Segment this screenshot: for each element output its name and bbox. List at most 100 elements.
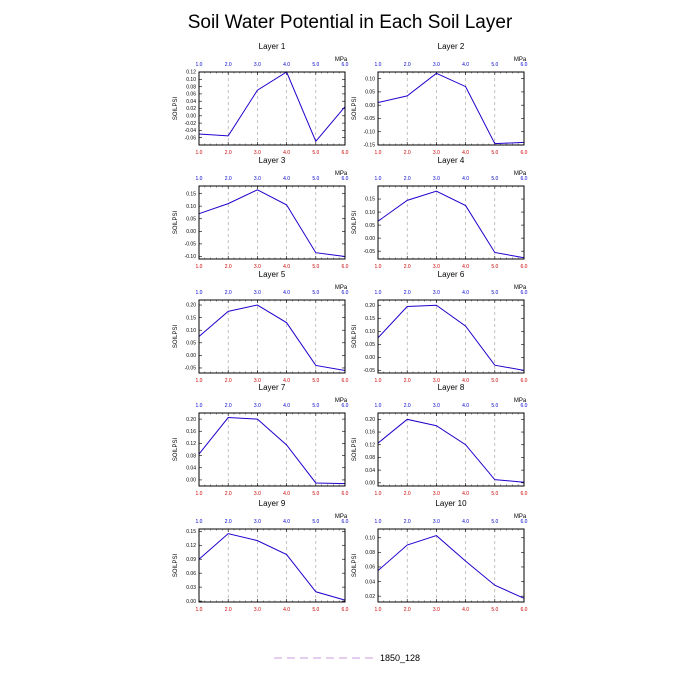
x-tick-label-top: 2.0 <box>404 176 411 182</box>
x-tick-label-top: 2.0 <box>404 403 411 409</box>
x-tick-label: 3.0 <box>433 607 440 613</box>
panel-title: Layer 3 <box>259 156 286 165</box>
plot-frame <box>377 412 525 487</box>
y-axis-label: SOILPSI <box>173 437 179 461</box>
panel-layer-6: Layer 6 MPa 1.0 1.0 2.0 2.0 3.0 3.0 4.0 4.0 5.0 5.0… <box>352 270 528 384</box>
panel-layer-8: Layer 8 MPa 1.0 1.0 2.0 2.0 3.0 3.0 4.0 4.0 5.0 5.0… <box>352 383 528 497</box>
x-tick-label: 3.0 <box>433 264 440 270</box>
x-tick-label: 2.0 <box>225 491 232 497</box>
panel-layer-10: Layer 10 MPa 1.0 1.0 2.0 2.0 3.0 3.0 4.0 4.0 5.0 5.… <box>352 499 528 613</box>
plot-frame <box>198 185 346 260</box>
x-tick-label: 5.0 <box>312 264 319 270</box>
x-tick-label-top: 5.0 <box>491 403 498 409</box>
x-tick-label-top: 1.0 <box>196 519 203 525</box>
x-tick-label-top: 3.0 <box>254 176 261 182</box>
y-tick-label: 0.05 <box>365 90 375 96</box>
x-tick-label-top: 2.0 <box>225 176 232 182</box>
panel-layer-5: Layer 5 MPa 1.0 1.0 2.0 2.0 3.0 3.0 4.0 4.0 5.0 5.0… <box>173 270 349 384</box>
x-tick-label: 5.0 <box>312 378 319 384</box>
x-tick-label: 6.0 <box>521 378 528 384</box>
y-tick-label: 0.10 <box>365 329 375 335</box>
x-tick-label-top: 4.0 <box>462 519 469 525</box>
plot-frame <box>198 412 346 487</box>
y-tick-label: -0.04 <box>185 128 197 134</box>
x-tick-label: 5.0 <box>491 150 498 156</box>
x-tick-label: 5.0 <box>312 491 319 497</box>
x-tick-label-top: 1.0 <box>196 403 203 409</box>
x-tick-label-top: 6.0 <box>342 519 349 525</box>
x-tick-label-top: 5.0 <box>312 519 319 525</box>
y-tick-label: 0.12 <box>186 70 196 76</box>
x-tick-label: 6.0 <box>521 264 528 270</box>
x-tick-label-top: 5.0 <box>312 62 319 68</box>
x-tick-label-top: 6.0 <box>342 62 349 68</box>
y-tick-label: 0.02 <box>186 106 196 112</box>
x-tick-label: 6.0 <box>342 491 349 497</box>
x-tick-label-top: 1.0 <box>375 519 382 525</box>
y-tick-label: -0.10 <box>185 254 197 260</box>
x-tick-label: 2.0 <box>404 264 411 270</box>
y-tick-label: 0.00 <box>186 353 196 359</box>
x-tick-label-top: 5.0 <box>491 62 498 68</box>
panel-title: Layer 5 <box>259 270 286 279</box>
series-line <box>198 533 346 601</box>
x-tick-label-top: 4.0 <box>283 176 290 182</box>
x-tick-label-top: 2.0 <box>225 62 232 68</box>
y-tick-label: 0.20 <box>365 303 375 309</box>
y-tick-label: 0.10 <box>365 210 375 216</box>
x-tick-label: 2.0 <box>225 150 232 156</box>
y-tick-label: 0.10 <box>186 77 196 83</box>
y-axis-label: SOILPSI <box>352 553 358 577</box>
y-tick-label: 0.10 <box>186 204 196 210</box>
legend: 1850_128 <box>274 653 420 663</box>
y-tick-label: 0.20 <box>186 303 196 309</box>
y-axis-label: SOILPSI <box>352 324 358 348</box>
x-tick-label-top: 3.0 <box>254 62 261 68</box>
x-tick-label: 1.0 <box>196 607 203 613</box>
x-tick-label-top: 6.0 <box>521 403 528 409</box>
x-tick-label: 6.0 <box>342 264 349 270</box>
y-tick-label: 0.09 <box>186 557 196 563</box>
x-tick-label: 2.0 <box>225 264 232 270</box>
series-line <box>198 71 346 143</box>
y-tick-label: 0.20 <box>186 417 196 423</box>
y-tick-label: -0.05 <box>364 116 376 122</box>
y-tick-label: 0.06 <box>186 571 196 577</box>
x-tick-label: 1.0 <box>375 491 382 497</box>
y-axis-label: SOILPSI <box>352 96 358 120</box>
x-tick-label: 6.0 <box>342 378 349 384</box>
x-tick-label-top: 5.0 <box>312 290 319 296</box>
top-axis-unit: MPa <box>335 57 348 63</box>
y-tick-label: 0.15 <box>186 191 196 197</box>
x-tick-label-top: 1.0 <box>375 290 382 296</box>
x-tick-label: 5.0 <box>491 491 498 497</box>
x-tick-label-top: 6.0 <box>342 176 349 182</box>
y-axis-label: SOILPSI <box>352 210 358 234</box>
y-tick-label: 0.15 <box>186 529 196 535</box>
x-tick-label: 4.0 <box>462 150 469 156</box>
x-tick-label-top: 4.0 <box>283 62 290 68</box>
y-axis-label: SOILPSI <box>173 324 179 348</box>
y-tick-label: 0.05 <box>365 223 375 229</box>
panel-title: Layer 9 <box>259 499 286 508</box>
top-axis-unit: MPa <box>514 285 527 291</box>
y-tick-label: 0.10 <box>186 328 196 334</box>
y-tick-label: 0.08 <box>186 453 196 459</box>
series-line <box>377 72 525 145</box>
y-tick-label: -0.02 <box>185 121 197 127</box>
x-tick-label: 1.0 <box>375 378 382 384</box>
top-axis-unit: MPa <box>335 171 348 177</box>
panel-title: Layer 1 <box>259 42 286 51</box>
panel-layer-4: Layer 4 MPa 1.0 1.0 2.0 2.0 3.0 3.0 4.0 4.0 5.0 5.0… <box>352 156 528 270</box>
y-tick-label: 0.10 <box>365 535 375 541</box>
x-tick-label: 4.0 <box>462 607 469 613</box>
x-tick-label: 4.0 <box>462 378 469 384</box>
x-tick-label: 3.0 <box>433 378 440 384</box>
x-tick-label-top: 5.0 <box>491 176 498 182</box>
x-tick-label: 6.0 <box>521 607 528 613</box>
x-tick-label: 6.0 <box>342 607 349 613</box>
y-tick-label: 0.00 <box>186 229 196 235</box>
x-tick-label-top: 1.0 <box>375 403 382 409</box>
x-tick-label: 1.0 <box>196 264 203 270</box>
